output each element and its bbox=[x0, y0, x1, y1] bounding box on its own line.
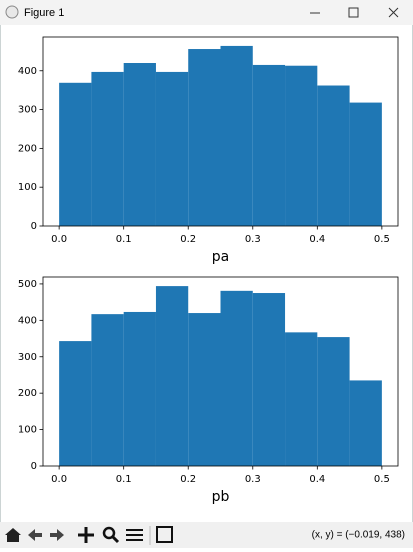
x-tick-label: 0.2 bbox=[180, 234, 196, 245]
histogram-bar bbox=[91, 314, 124, 466]
title-bar bbox=[0, 0, 413, 25]
histogram-bar bbox=[188, 313, 221, 466]
maximize-button[interactable] bbox=[348, 7, 359, 18]
x-tick-label: 0.2 bbox=[180, 474, 196, 485]
histogram-bar bbox=[59, 82, 92, 226]
x-tick-label: 0.3 bbox=[245, 474, 261, 485]
configure-button[interactable] bbox=[126, 529, 143, 541]
histogram-bar bbox=[188, 49, 221, 227]
y-tick-label: 100 bbox=[18, 425, 37, 436]
histogram-bar bbox=[285, 65, 318, 226]
histogram-bar bbox=[155, 71, 189, 226]
y-tick-label: 400 bbox=[18, 315, 37, 326]
save-button[interactable] bbox=[156, 526, 173, 543]
x-tick-label: 0.0 bbox=[51, 234, 67, 245]
app-icon bbox=[5, 5, 19, 19]
histogram-bar bbox=[155, 286, 189, 466]
y-tick-label: 500 bbox=[18, 279, 37, 290]
y-tick-label: 0 bbox=[31, 221, 37, 232]
histogram-bar bbox=[317, 85, 350, 226]
histogram-bar bbox=[220, 45, 253, 226]
x-tick-label: 0.1 bbox=[116, 234, 132, 245]
histogram-bar bbox=[123, 311, 156, 466]
histogram-bar bbox=[349, 102, 382, 226]
close-button[interactable] bbox=[388, 7, 399, 18]
x-tick-label: 0.5 bbox=[374, 474, 390, 485]
back-button[interactable] bbox=[28, 529, 42, 541]
histogram-bar bbox=[91, 71, 124, 226]
status-text: (x, y) = (−0.019, 438) bbox=[312, 530, 405, 541]
home-button[interactable] bbox=[5, 528, 21, 542]
histogram-bar bbox=[317, 337, 350, 466]
y-tick-label: 200 bbox=[18, 388, 37, 399]
y-tick-label: 200 bbox=[18, 143, 37, 154]
histogram-bar bbox=[252, 293, 286, 466]
x-tick-label: 0.5 bbox=[374, 234, 390, 245]
histogram-bar bbox=[59, 341, 92, 466]
x-axis-label: pa bbox=[212, 249, 229, 265]
histogram-bar bbox=[220, 290, 253, 466]
y-tick-label: 0 bbox=[31, 461, 37, 472]
x-tick-label: 0.4 bbox=[309, 474, 325, 485]
histogram-bar bbox=[285, 332, 318, 466]
histogram-bar bbox=[123, 63, 156, 227]
histogram-bar bbox=[252, 64, 286, 226]
x-tick-label: 0.4 bbox=[309, 234, 325, 245]
x-axis-label: pb bbox=[212, 489, 230, 505]
y-tick-label: 400 bbox=[18, 66, 37, 77]
x-tick-label: 0.1 bbox=[116, 474, 132, 485]
y-tick-label: 300 bbox=[18, 105, 37, 116]
axes-frame bbox=[42, 36, 399, 227]
axes-frame bbox=[42, 276, 399, 467]
x-tick-label: 0.0 bbox=[51, 474, 67, 485]
toolbar bbox=[0, 522, 413, 548]
x-tick-label: 0.3 bbox=[245, 234, 261, 245]
forward-button[interactable] bbox=[50, 529, 64, 541]
zoom-button[interactable] bbox=[102, 526, 116, 540]
zoom-handle bbox=[111, 535, 120, 544]
histogram-bar bbox=[349, 380, 382, 466]
window-title: Figure 1 bbox=[24, 7, 64, 19]
y-tick-label: 300 bbox=[18, 352, 37, 363]
y-tick-label: 100 bbox=[18, 182, 37, 193]
pan-button[interactable] bbox=[78, 527, 94, 543]
